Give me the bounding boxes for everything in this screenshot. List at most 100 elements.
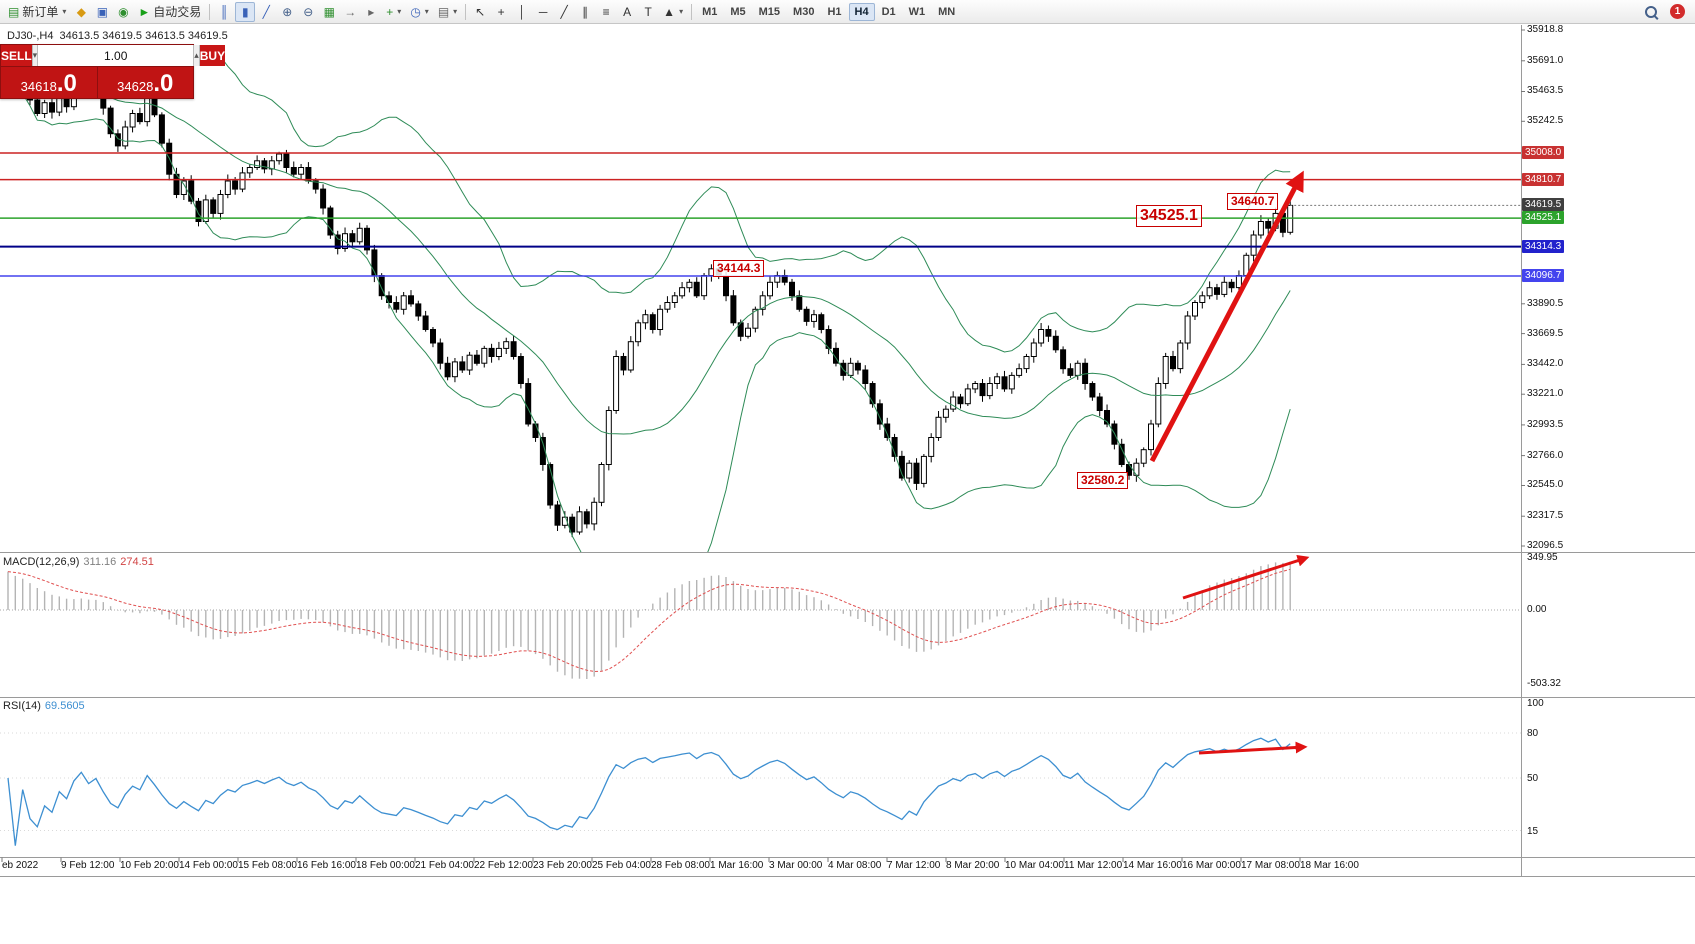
shapes-button[interactable]: ▲ ▾ [659,2,687,22]
bars-chart-icon: ║ [220,4,229,19]
channel-button[interactable]: ∥ [575,2,595,22]
timeframe-m15-button[interactable]: M15 [758,5,781,18]
buy-price-main: 34628 [117,79,154,94]
trend-arrows[interactable] [1149,170,1310,755]
text-button[interactable]: A [617,2,637,22]
auto-scroll-button[interactable]: → [340,2,360,22]
line-chart-button[interactable]: ╱ [256,2,276,22]
price-annotation[interactable]: 34525.1 [1136,205,1202,227]
periods-button[interactable]: ◷ ▾ [406,2,433,22]
timeframe-h4-button[interactable]: H4 [848,2,875,21]
time-axis-label: 10 Mar 04:00 [1005,860,1064,871]
zoom-in-button[interactable]: ⊕ [277,2,297,22]
price-scale-tick: 33442.0 [1527,358,1564,369]
time-axis-label: 28 Feb 08:00 [651,860,710,871]
timeframe-d1-button[interactable]: D1 [881,5,896,18]
rsi-indicator-label: RSI(14) 69.5605 [3,700,85,712]
new-order-button-label: 新订单 [22,5,59,19]
rsi-scale-tick: 50 [1527,773,1539,784]
timeframe-m5-button[interactable]: M5 [730,5,746,18]
search-button[interactable] [1640,2,1662,22]
zoom-out-button[interactable]: ⊖ [298,2,318,22]
sell-price-pips: .0 [56,70,77,97]
dropdown-caret-icon: ▾ [397,7,402,16]
candlestick-chart-button[interactable]: ▮ [235,1,256,22]
macd-scale-tick: -503.32 [1527,678,1561,689]
clock-icon: ◷ [410,4,421,19]
price-annotation[interactable]: 32580.2 [1077,472,1129,489]
volume-input[interactable] [38,45,194,66]
time-axis-label: 17 Mar 08:00 [1241,860,1300,871]
price-scale-badge: 34096.7 [1522,269,1565,282]
price-scale-tick: 32096.5 [1527,540,1564,551]
time-axis-label: 9 Feb 12:00 [61,860,115,871]
price-annotation[interactable]: 34144.3 [713,260,765,277]
trendline-button[interactable]: ╱ [554,2,574,22]
horizontal-line-icon: ─ [538,4,548,19]
notification-badge[interactable]: 1 [1670,4,1685,19]
horizontal-line-button[interactable]: ─ [533,2,553,22]
text-label-button[interactable]: T [638,2,658,22]
time-axis-label: 3 Mar 00:00 [769,860,823,871]
cursor-button[interactable]: ↖ [470,2,490,22]
timeframe-w1-button[interactable]: W1 [908,5,926,18]
alerts-button[interactable]: ◉ [113,2,133,22]
sell-price-button[interactable]: 34618.0 [1,67,97,98]
arrow-shapes-icon: ▲ [663,4,676,19]
chart-shift-icon: ▸ [368,4,375,19]
template-icon: ▤ [437,4,450,19]
volume-dropdown-caret[interactable]: ▾ [31,45,39,66]
timeframe-h1-button[interactable]: H1 [827,5,842,18]
charts-grid-button[interactable]: ◆ [71,2,91,22]
time-axis-label: 4 Mar 08:00 [828,860,882,871]
timeframe-m30-button[interactable]: M30 [793,5,815,18]
chart-shift-button[interactable]: ▸ [361,2,381,22]
indicators-plus-icon: + [386,4,394,19]
rsi-scale-tick: 15 [1527,826,1539,837]
time-axis-label: eb 2022 [2,860,39,871]
price-annotation[interactable]: 34640.7 [1227,193,1279,210]
timeframe-m1-button[interactable]: M1 [702,5,718,18]
buy-button[interactable]: BUY [199,45,226,66]
vertical-line-button[interactable]: │ [512,2,532,22]
price-scale-badge: 34314.3 [1522,240,1565,253]
toolbar-timeframes-group: M1 M5 M15 M30 H1 H4 D1 W1 MN [696,2,961,21]
trade-panel-price-row: 34618.0 34628.0 [1,67,193,98]
fibonacci-icon: ≡ [602,4,610,19]
price-scale-tick: 35242.5 [1527,115,1564,126]
crosshair-button[interactable]: + [491,2,511,22]
bars-chart-button[interactable]: ║ [214,2,234,22]
price-scale-tick: 32766.0 [1527,450,1564,461]
fibonacci-button[interactable]: ≡ [596,2,616,22]
depth-of-market-button[interactable]: ▣ [92,2,112,22]
templates-button[interactable]: ▤ ▾ [434,2,461,22]
toolbar-separator [691,3,693,20]
indicators-button[interactable]: + ▾ [382,2,405,22]
text-icon: A [623,4,632,19]
panel-dividers[interactable] [0,25,1695,877]
autotrading-button[interactable]: ► 自动交易 [134,2,205,22]
symbol-period-label: DJ30-,H4 [7,30,54,42]
main-toolbar: ▤ 新订单 ▾ ◆ ▣ ◉ ► 自动交易 ║ ▮ ╱ ⊕ ⊖ ▦ → ▸ + ▾ ◷ ▾ ▤ ▾ ↖ + │ ─ ╱ ∥ ≡ A T ▲ ▾… [0,0,1695,24]
tile-windows-button[interactable]: ▦ [319,2,339,22]
toolbar-separator [209,3,211,20]
new-order-button[interactable]: ▤ 新订单 ▾ [4,2,70,22]
time-axis-label: 18 Mar 16:00 [1300,860,1359,871]
volume-increase-caret[interactable]: ▴ [193,45,200,66]
buy-price-button[interactable]: 34628.0 [96,67,194,98]
time-axis-label: 1 Mar 16:00 [710,860,764,871]
rsi-scale-tick: 100 [1527,698,1544,709]
sell-button[interactable]: SELL [1,45,32,66]
price-scale-tick: 35463.5 [1527,85,1564,96]
rsi-name: RSI(14) [3,700,41,712]
tile-windows-icon: ▦ [323,4,335,19]
dropdown-caret-icon: ▾ [679,7,684,16]
time-axis-label: 16 Feb 16:00 [297,860,356,871]
equidistant-channel-icon: ∥ [582,4,589,19]
price-scale-tick: 32545.0 [1527,479,1564,490]
depth-of-market-icon: ▣ [96,4,109,19]
macd-indicator-label: MACD(12,26,9) 311.16 274.51 [3,556,154,568]
cursor-icon: ↖ [475,4,486,19]
timeframe-mn-button[interactable]: MN [938,5,956,18]
